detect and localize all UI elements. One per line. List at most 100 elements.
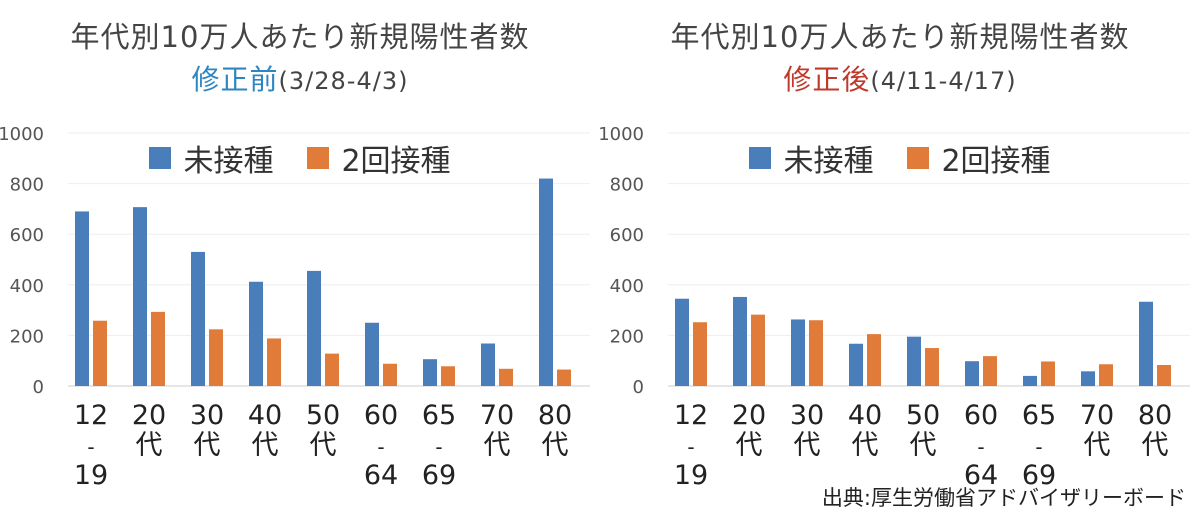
bar-unvaccinated — [423, 359, 437, 386]
x-tick-label: 60 — [964, 400, 998, 431]
subtitle-date-range: (4/11-4/17) — [870, 67, 1017, 95]
subtitle-emphasis: 修正後 — [783, 63, 871, 96]
subtitle-emphasis: 修正前 — [191, 63, 279, 96]
legend-item-two-doses: 2回接種 — [307, 136, 451, 180]
bar-chart-plot: 0200400600800100012-1920代30代40代50代60-646… — [0, 124, 590, 491]
x-tick-label: 40 — [848, 400, 882, 431]
bar-unvaccinated — [1081, 371, 1095, 386]
legend: 未接種 2回接種 — [600, 136, 1200, 180]
x-tick-label: 64 — [364, 460, 398, 491]
legend-item-two-doses: 2回接種 — [907, 136, 1051, 180]
legend-item-unvaccinated: 未接種 — [149, 136, 273, 180]
legend-swatch — [149, 147, 172, 169]
bar-two-doses — [383, 363, 397, 386]
bar-two-doses — [867, 334, 881, 386]
x-tick-label: - — [1035, 435, 1042, 459]
bar-two-doses — [983, 356, 997, 386]
x-tick-label: 70 — [1080, 400, 1114, 431]
bar-unvaccinated — [907, 336, 921, 386]
y-tick-label: 400 — [610, 276, 644, 297]
x-tick-label: - — [435, 435, 442, 459]
x-tick-label: 64 — [964, 460, 998, 491]
bar-two-doses — [151, 311, 165, 386]
x-tick-label: 65 — [1022, 400, 1056, 431]
bar-two-doses — [1157, 365, 1171, 386]
bar-two-doses — [441, 366, 455, 386]
bar-two-doses — [499, 368, 513, 386]
subtitle-date-range: (3/28-4/3) — [278, 67, 409, 95]
x-tick-label: 80 — [1138, 400, 1172, 431]
bar-unvaccinated — [1023, 375, 1037, 386]
bar-two-doses — [93, 320, 107, 386]
legend-swatch — [907, 147, 930, 169]
bar-two-doses — [1041, 361, 1055, 386]
x-tick-label: 代 — [194, 430, 221, 461]
chart-panel-after: 年代別10万人あたり新規陽性者数 修正後(4/11-4/17) 未接種 2回接種… — [598, 0, 1200, 520]
bar-two-doses — [693, 322, 707, 386]
bar-unvaccinated — [539, 178, 553, 386]
x-tick-label: 20 — [132, 400, 166, 431]
x-tick-label: 40 — [248, 400, 282, 431]
x-tick-label: 12 — [74, 400, 108, 431]
x-tick-label: 代 — [910, 430, 937, 461]
legend-label: 2回接種 — [341, 144, 451, 179]
x-tick-label: 65 — [422, 400, 456, 431]
x-tick-label: 50 — [906, 400, 940, 431]
x-tick-label: 代 — [542, 430, 569, 461]
x-tick-label: - — [377, 435, 384, 459]
source-credit: 出典:厚生労働省アドバイザリーボード — [821, 486, 1186, 510]
x-tick-label: 代 — [1142, 430, 1169, 461]
x-tick-label: 60 — [364, 400, 398, 431]
chart-subtitle: 修正前(3/28-4/3) — [0, 58, 600, 98]
y-tick-label: 1000 — [0, 124, 44, 145]
x-tick-label: 代 — [252, 430, 279, 461]
bar-two-doses — [209, 329, 223, 386]
bar-unvaccinated — [481, 343, 495, 386]
bar-chart-plot: 0200400600800100012-1920代30代40代50代60-646… — [598, 124, 1190, 491]
bar-unvaccinated — [249, 281, 263, 386]
x-tick-label: 19 — [74, 460, 108, 491]
legend-item-unvaccinated: 未接種 — [749, 136, 873, 180]
x-tick-label: 代 — [136, 430, 163, 461]
x-tick-label: 代 — [852, 430, 879, 461]
chart-panel-before: 年代別10万人あたり新規陽性者数 修正前(3/28-4/3) 未接種 2回接種 … — [0, 20, 600, 491]
legend-label: 未接種 — [183, 144, 274, 179]
bar-two-doses — [557, 369, 571, 386]
bar-unvaccinated — [191, 251, 205, 386]
bar-two-doses — [267, 338, 281, 386]
bar-unvaccinated — [75, 211, 89, 386]
legend-label: 2回接種 — [941, 144, 1051, 179]
y-tick-label: 200 — [610, 326, 644, 347]
y-tick-label: 200 — [10, 326, 44, 347]
legend: 未接種 2回接種 — [0, 136, 600, 180]
y-tick-label: 0 — [33, 377, 44, 398]
legend-label: 未接種 — [783, 144, 874, 179]
y-tick-label: 0 — [633, 377, 644, 398]
x-tick-label: 19 — [674, 460, 708, 491]
chart-title: 年代別10万人あたり新規陽性者数 — [70, 20, 530, 54]
bar-unvaccinated — [675, 298, 689, 386]
x-tick-label: 12 — [674, 400, 708, 431]
bar-two-doses — [751, 314, 765, 386]
y-tick-label: 600 — [610, 225, 644, 246]
bar-unvaccinated — [133, 207, 147, 386]
legend-swatch — [307, 147, 330, 169]
bar-unvaccinated — [965, 361, 979, 386]
bar-two-doses — [809, 320, 823, 386]
bar-unvaccinated — [733, 296, 747, 386]
y-tick-label: 600 — [10, 225, 44, 246]
bar-two-doses — [925, 348, 939, 386]
chart-title: 年代別10万人あたり新規陽性者数 — [670, 20, 1130, 54]
y-tick-label: 800 — [610, 175, 644, 196]
x-tick-label: 70 — [480, 400, 514, 431]
bar-two-doses — [325, 353, 339, 386]
bar-unvaccinated — [849, 343, 863, 386]
chart-subtitle: 修正後(4/11-4/17) — [600, 58, 1200, 98]
x-tick-label: 30 — [190, 400, 224, 431]
x-tick-label: - — [687, 435, 694, 459]
y-tick-label: 400 — [10, 276, 44, 297]
x-tick-label: 代 — [1084, 430, 1111, 461]
x-tick-label: 80 — [538, 400, 572, 431]
x-tick-label: 代 — [310, 430, 337, 461]
x-tick-label: 20 — [732, 400, 766, 431]
